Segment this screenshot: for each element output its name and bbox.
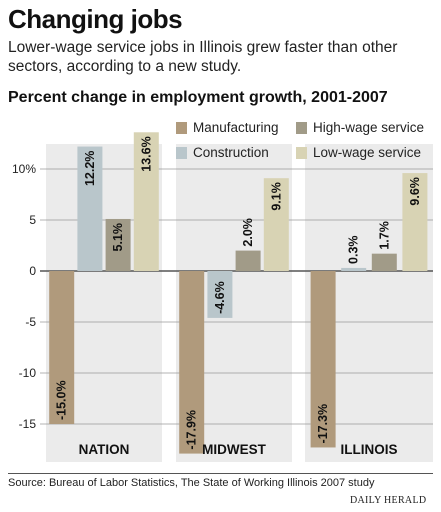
value-label: 12.2%	[83, 151, 97, 186]
bar-low-wage-service-nation	[133, 132, 159, 271]
category-label: NATION	[79, 442, 130, 457]
bar-manufacturing-illinois	[310, 271, 336, 448]
value-label: -17.3%	[316, 404, 330, 444]
bar-construction-midwest	[207, 271, 233, 318]
value-label: -17.9%	[185, 410, 199, 450]
legend-label: Construction	[193, 145, 269, 160]
y-tick-label: 0	[29, 264, 36, 278]
value-label: -4.6%	[213, 281, 227, 314]
value-label: 9.6%	[408, 177, 422, 206]
legend-label: Low-wage service	[313, 145, 421, 160]
value-label: 5.1%	[111, 223, 125, 252]
bar-manufacturing-midwest	[179, 271, 205, 454]
publisher-credit: DAILY HERALD	[350, 495, 427, 506]
page-title: Changing jobs	[8, 4, 183, 34]
value-label: 2.0%	[241, 218, 255, 247]
legend-swatch	[296, 122, 307, 134]
legend-label: High-wage service	[313, 120, 424, 135]
bar-low-wage-service-illinois	[402, 173, 428, 271]
bar-manufacturing-nation	[49, 271, 75, 424]
y-tick-label: -10	[19, 366, 37, 380]
y-tick-label: -15	[19, 417, 37, 431]
source-note: Source: Bureau of Labor Statistics, The …	[8, 477, 375, 489]
legend-swatch	[176, 122, 187, 134]
page-subtitle: Lower-wage service jobs in Illinois grew…	[8, 39, 398, 75]
legend-swatch	[296, 147, 307, 159]
bar-high-wage-service-nation	[105, 218, 131, 271]
bar-construction-nation	[77, 146, 103, 271]
bar-construction-illinois	[341, 267, 367, 271]
value-label: 13.6%	[139, 136, 153, 171]
value-label: 9.1%	[269, 182, 283, 211]
footer-divider	[8, 473, 433, 474]
bar-chart: 10% 5 0 -5 -10 -15 -15.0% 12.2% 5.1% 13.6% NATION -…	[12, 120, 433, 462]
y-tick-label: -5	[25, 315, 36, 329]
value-label: -15.0%	[55, 380, 69, 420]
bar-high-wage-service-illinois	[371, 253, 397, 271]
category-label: MIDWEST	[202, 442, 266, 457]
legend-label: Manufacturing	[193, 120, 279, 135]
bar-high-wage-service-midwest	[235, 250, 261, 271]
y-tick-label: 10%	[12, 162, 36, 176]
chart-title: Percent change in employment growth, 200…	[8, 89, 388, 106]
value-label: 1.7%	[377, 221, 391, 250]
value-label: 0.3%	[347, 235, 361, 264]
legend-swatch	[176, 147, 187, 159]
bar-low-wage-service-midwest	[263, 178, 289, 271]
y-tick-label: 5	[29, 213, 36, 227]
category-label: ILLINOIS	[341, 442, 398, 457]
